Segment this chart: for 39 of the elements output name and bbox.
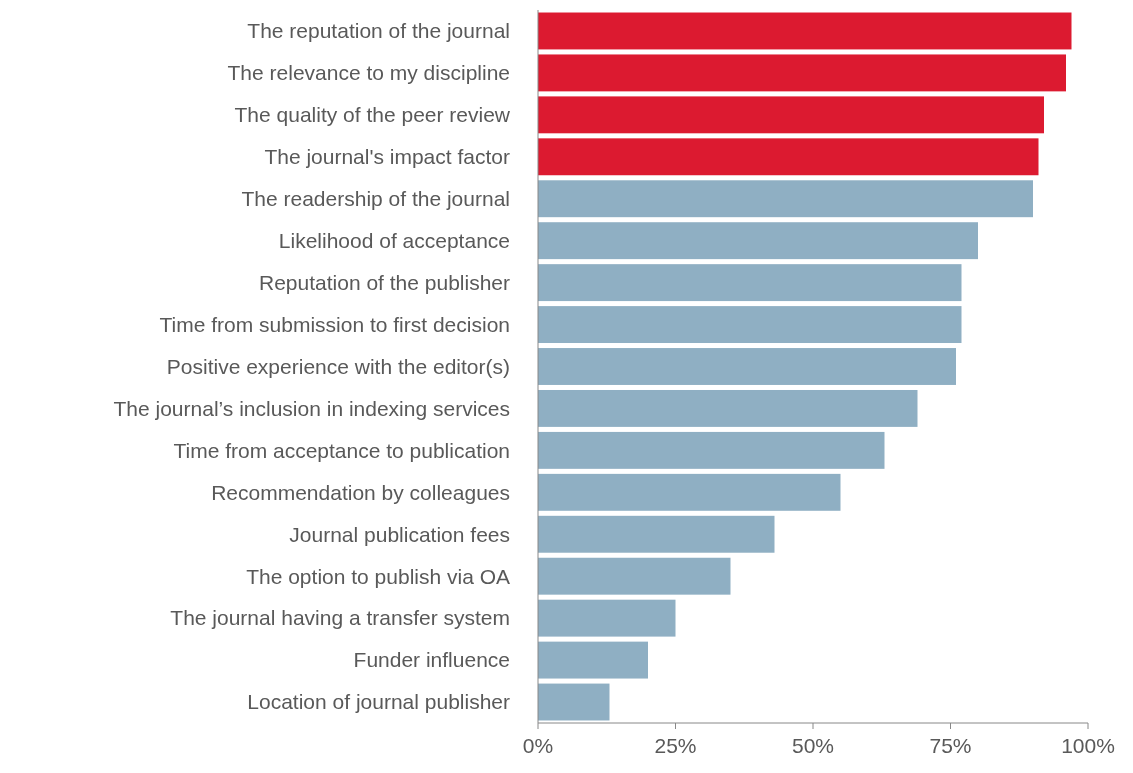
bar bbox=[538, 515, 775, 553]
y-tick-label: Location of journal publisher bbox=[247, 690, 510, 714]
bar bbox=[538, 348, 956, 385]
y-tick-label: The journal having a transfer system bbox=[170, 606, 510, 630]
bar bbox=[538, 473, 841, 511]
x-tick-label: 50% bbox=[791, 734, 835, 757]
y-tick-label: Time from submission to first decision bbox=[159, 312, 510, 336]
bar bbox=[538, 683, 610, 721]
bar bbox=[538, 306, 962, 344]
y-tick-label: Reputation of the publisher bbox=[258, 270, 510, 294]
x-tick-label: 0% bbox=[522, 734, 554, 757]
bar bbox=[538, 431, 885, 469]
bar bbox=[538, 180, 1033, 218]
y-tick-label: Journal publication fees bbox=[289, 522, 510, 546]
bar bbox=[538, 599, 676, 637]
bar bbox=[538, 96, 1044, 134]
y-tick-label: The journal’s inclusion in indexing services bbox=[113, 396, 510, 420]
x-tick-label: 75% bbox=[929, 734, 972, 757]
y-tick-label: Funder influence bbox=[353, 648, 510, 672]
x-tick-label: 25% bbox=[654, 734, 697, 757]
y-tick-label: The quality of the peer review bbox=[234, 103, 511, 127]
bar bbox=[538, 138, 1039, 176]
bar bbox=[538, 389, 918, 427]
y-tick-label: The reputation of the journal bbox=[247, 19, 510, 43]
bar bbox=[538, 557, 731, 595]
bar bbox=[538, 641, 648, 679]
y-tick-label: Recommendation by colleagues bbox=[211, 480, 510, 504]
y-tick-label: The journal's impact factor bbox=[264, 145, 510, 169]
bar bbox=[538, 12, 1072, 50]
y-tick-label: The option to publish via OA bbox=[246, 564, 510, 588]
bar bbox=[538, 54, 1066, 92]
y-tick-label: Likelihood of acceptance bbox=[278, 229, 510, 253]
bar bbox=[538, 264, 962, 302]
y-tick-label: The relevance to my discipline bbox=[227, 61, 510, 85]
y-tick-label: Time from acceptance to publication bbox=[173, 438, 510, 462]
bar bbox=[538, 222, 978, 260]
y-tick-label: The readership of the journal bbox=[241, 187, 510, 211]
x-tick-label: 100% bbox=[1061, 734, 1115, 757]
y-tick-label: Positive experience with the editor(s) bbox=[166, 354, 510, 378]
